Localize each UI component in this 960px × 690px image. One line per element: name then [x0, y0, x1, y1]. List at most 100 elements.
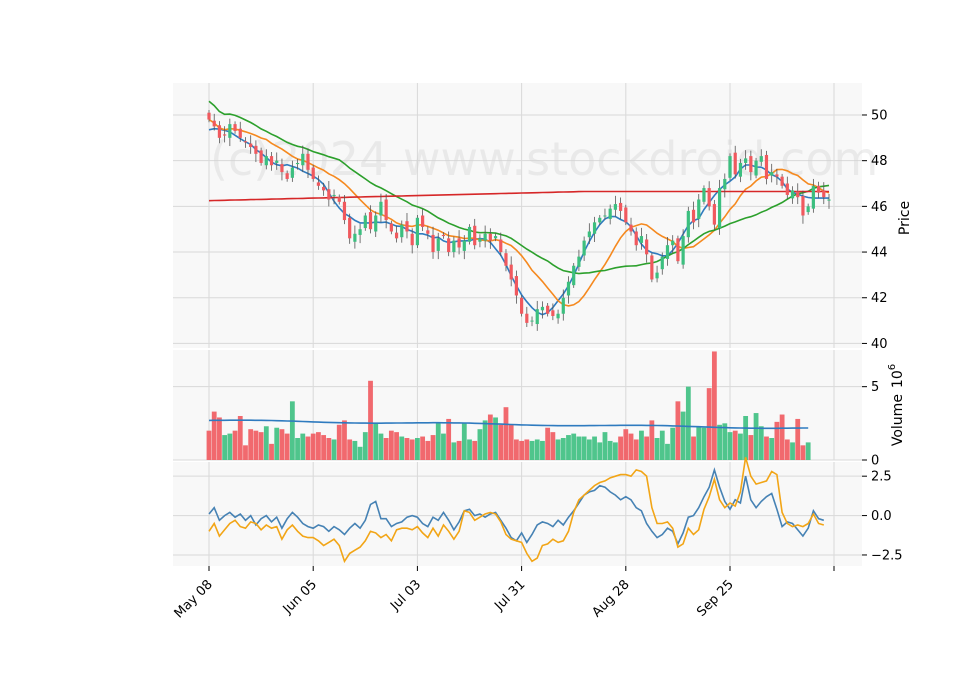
candle-body	[264, 156, 268, 166]
candle-body	[827, 199, 831, 201]
candle	[394, 225, 399, 243]
candle	[379, 193, 383, 223]
volume-bar	[571, 433, 577, 460]
volume-bar	[680, 411, 686, 460]
candle	[520, 295, 524, 317]
y-tick-label: 44	[871, 246, 888, 261]
candle-body	[676, 238, 680, 262]
candle	[353, 225, 357, 249]
candle-body	[452, 240, 456, 253]
candle	[514, 270, 518, 304]
candle	[316, 175, 321, 190]
candle	[712, 199, 716, 231]
candle	[634, 227, 638, 251]
candle-body	[322, 186, 326, 191]
volume-bar	[534, 439, 540, 460]
candle	[702, 185, 706, 205]
candle	[249, 135, 253, 154]
candle	[452, 236, 456, 258]
volume-bar	[342, 420, 347, 460]
volume-scale-base: 10	[890, 370, 906, 388]
candle	[415, 215, 420, 248]
volume-bar	[665, 443, 670, 460]
candle	[280, 158, 284, 181]
candle-body	[431, 234, 435, 253]
candle-body	[629, 224, 633, 232]
volume-bar	[253, 430, 259, 460]
candle-body	[358, 229, 362, 235]
candle-body	[618, 202, 623, 211]
candle-body	[702, 188, 706, 202]
candle-body	[426, 230, 430, 234]
candle	[754, 157, 758, 179]
candle-body	[796, 191, 800, 198]
volume-bar	[503, 407, 509, 460]
candle	[405, 212, 409, 239]
candle-body	[577, 256, 581, 267]
candle	[764, 150, 769, 185]
candle-body	[400, 224, 404, 238]
x-tick-label: Jul 31	[491, 577, 528, 614]
volume-bar	[670, 427, 676, 460]
oscillator-line-2	[208, 457, 825, 564]
candle	[801, 190, 805, 224]
volume-bar	[784, 439, 790, 460]
volume-bar	[331, 439, 337, 460]
candle	[207, 109, 211, 123]
candle	[254, 140, 258, 163]
candle-body	[691, 209, 696, 223]
volume-bar	[243, 445, 248, 460]
candle-body	[207, 112, 211, 120]
candle	[770, 163, 774, 183]
candle	[775, 168, 779, 185]
candle	[572, 263, 576, 288]
candle-body	[561, 297, 565, 314]
x-axis: May 08 Jun 05 Jul 03 Jul 31 Aug 28 Sep 25	[172, 566, 835, 621]
volume-bar	[383, 438, 389, 460]
candle	[645, 234, 649, 263]
volume-bar	[602, 432, 608, 460]
candle	[733, 145, 737, 179]
candle	[368, 205, 373, 234]
candle	[410, 228, 414, 254]
candle	[582, 236, 586, 261]
candle	[759, 149, 763, 166]
volume-bar	[597, 442, 603, 460]
candle	[691, 201, 696, 230]
volume-bar	[508, 424, 514, 460]
candle-body	[764, 154, 769, 179]
volume-bar	[310, 433, 316, 460]
volume-bar	[305, 436, 311, 460]
candle-body	[754, 160, 758, 176]
volume-bar	[289, 401, 295, 460]
volume-bar	[711, 351, 717, 460]
volume-bar	[800, 445, 806, 460]
volume-bar	[211, 411, 217, 460]
volume-bar	[467, 439, 472, 460]
candle	[556, 309, 560, 324]
oscillator-y-axis: 2.5 0.0 −2.5	[862, 470, 903, 563]
candle	[827, 194, 831, 209]
volume-scale-exponent: 6	[887, 364, 898, 370]
volume-bar	[555, 439, 561, 460]
volume-bar	[420, 436, 426, 460]
volume-bar	[394, 432, 399, 460]
volume-bar	[404, 438, 410, 460]
volume-bar	[545, 427, 551, 460]
candle	[436, 232, 440, 260]
candle-body	[295, 162, 300, 165]
candle	[676, 235, 680, 264]
candle	[285, 170, 289, 182]
candle-body	[801, 196, 805, 216]
volume-bar	[758, 426, 764, 460]
candle	[504, 249, 508, 272]
volume-bar	[451, 442, 457, 460]
volume-bar	[461, 423, 467, 460]
candle	[744, 150, 748, 170]
candle	[457, 230, 461, 255]
volume-bar	[430, 435, 436, 460]
volume-bar	[269, 443, 274, 460]
candle	[790, 186, 795, 204]
y-tick-label: 48	[871, 154, 888, 169]
